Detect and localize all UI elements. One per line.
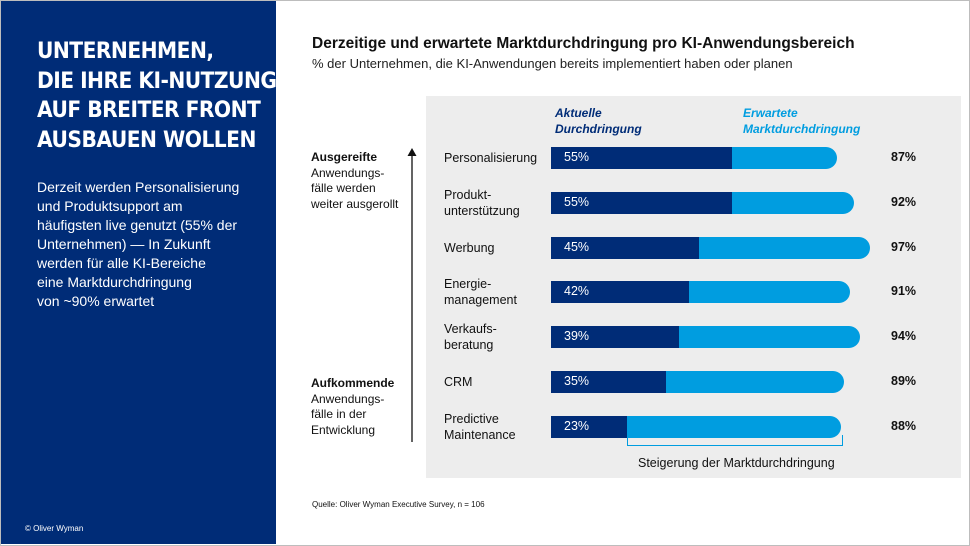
current-bar bbox=[551, 191, 732, 214]
category-label: Predictive Maintenance bbox=[444, 411, 516, 443]
expected-bar: 55% bbox=[551, 191, 854, 214]
expected-value-label: 89% bbox=[891, 374, 917, 388]
current-bar bbox=[551, 236, 700, 259]
legend-current-line: Durchdringung bbox=[555, 122, 642, 136]
current-value-label: 55% bbox=[564, 194, 590, 209]
source-note: Quelle: Oliver Wyman Executive Survey, n… bbox=[312, 500, 485, 509]
increase-bracket-label: Steigerung der Marktdurchdringung bbox=[638, 456, 835, 470]
summary-text: Derzeit werden Personalisierung und Prod… bbox=[37, 178, 269, 311]
category-label: Produkt-unterstützung bbox=[444, 187, 520, 219]
category-label: Energie-management bbox=[444, 276, 517, 308]
summary-line: Unternehmen) — In Zukunft bbox=[37, 236, 211, 252]
summary-line: Derzeit werden Personalisierung bbox=[37, 179, 240, 195]
annotation-mature-line: fälle werden bbox=[311, 181, 376, 195]
chart-title: Derzeitige und erwartete Marktdurchdring… bbox=[312, 35, 855, 52]
legend-current-line: Aktuelle bbox=[555, 106, 602, 120]
headline: UNTERNEHMEN, DIE IHRE KI-NUTZUNG AUF BRE… bbox=[37, 37, 277, 155]
category-label-line: Werbung bbox=[444, 240, 495, 255]
increase-bracket bbox=[626, 435, 843, 446]
summary-line: häufigsten live genutzt (55% der bbox=[37, 217, 238, 233]
expected-value-label: 87% bbox=[891, 150, 917, 164]
category-label-line: unterstützung bbox=[444, 203, 520, 218]
headline-line: UNTERNEHMEN, bbox=[37, 38, 214, 64]
headline-line: AUSBAUEN WOLLEN bbox=[37, 126, 256, 153]
legend-expected: Erwartete Marktdurchdringung bbox=[743, 105, 860, 137]
current-value-label: 45% bbox=[564, 239, 590, 254]
expected-bar: 39% bbox=[551, 326, 861, 349]
current-value-label: 55% bbox=[564, 150, 590, 164]
current-value-label: 23% bbox=[564, 418, 590, 433]
current-bar bbox=[551, 415, 627, 438]
category-label-line: Predictive bbox=[444, 411, 499, 426]
summary-line: eine Marktdurchdringung bbox=[37, 274, 192, 290]
current-bar bbox=[551, 281, 690, 304]
current-value-label: 39% bbox=[564, 329, 590, 344]
category-label-line: Personalisierung bbox=[444, 151, 538, 165]
category-label-line: Maintenance bbox=[444, 427, 516, 442]
summary-line: von ~90% erwartet bbox=[37, 293, 155, 309]
chart-subtitle: % der Unternehmen, die KI-Anwendungen be… bbox=[312, 56, 793, 71]
current-bar bbox=[551, 326, 680, 349]
current-bar bbox=[551, 371, 667, 393]
annotation-emerging-line: Entwicklung bbox=[311, 422, 376, 437]
legend-current: Aktuelle Durchdringung bbox=[555, 105, 642, 137]
current-bar bbox=[551, 147, 732, 169]
annotation-mature-line: Anwendungs- bbox=[311, 165, 385, 180]
legend-expected-line: Erwartete bbox=[743, 106, 798, 120]
annotation-emerging-heading: Aufkommende bbox=[311, 376, 395, 390]
annotation-emerging: Aufkommende Anwendungs- fälle in der Ent… bbox=[311, 376, 394, 438]
annotation-emerging-line: Anwendungs- bbox=[311, 391, 385, 406]
current-value-label: 35% bbox=[564, 374, 590, 388]
annotation-mature-heading: Ausgereifte bbox=[311, 150, 378, 164]
category-label: CRM bbox=[444, 374, 472, 390]
category-label: Verkaufs-beratung bbox=[444, 321, 497, 353]
expected-value-label: 97% bbox=[891, 239, 917, 254]
headline-line: AUF BREITER FRONT bbox=[37, 97, 261, 123]
expected-bar: 35% bbox=[551, 371, 844, 393]
expected-bar: 45% bbox=[551, 236, 871, 259]
copyright: © Oliver Wyman bbox=[25, 524, 84, 533]
annotation-emerging-line: fälle in der bbox=[311, 407, 367, 421]
expected-bar: 42% bbox=[551, 281, 851, 304]
summary-line: werden für alle KI-Bereiche bbox=[37, 255, 206, 271]
expected-value-label: 94% bbox=[891, 329, 917, 344]
summary-line: und Produktsupport am bbox=[37, 198, 183, 214]
category-label-line: Produkt- bbox=[444, 187, 492, 202]
expected-value-label: 91% bbox=[891, 284, 917, 299]
expected-value-label: 92% bbox=[891, 194, 917, 209]
current-value-label: 42% bbox=[564, 284, 590, 299]
category-label-line: management bbox=[444, 293, 517, 308]
category-label-line: CRM bbox=[444, 375, 473, 389]
expected-bar: 23% bbox=[551, 415, 841, 438]
expected-value-label: 88% bbox=[891, 418, 917, 433]
expected-bar: 55% bbox=[551, 147, 838, 169]
headline-line: DIE IHRE KI-NUTZUNG bbox=[37, 67, 277, 94]
category-label-line: Verkaufs- bbox=[444, 322, 497, 337]
annotation-mature: Ausgereifte Anwendungs- fälle werden wei… bbox=[311, 150, 398, 212]
category-label: Personalisierung bbox=[444, 150, 537, 166]
category-label-line: Energie- bbox=[444, 277, 492, 292]
annotation-mature-line: weiter ausgerollt bbox=[311, 196, 399, 211]
category-label: Werbung bbox=[444, 240, 495, 256]
left-panel: UNTERNEHMEN, DIE IHRE KI-NUTZUNG AUF BRE… bbox=[1, 1, 277, 544]
category-label-line: beratung bbox=[444, 338, 494, 353]
maturity-arrow-icon bbox=[407, 148, 417, 442]
legend-expected-line: Marktdurchdringung bbox=[743, 122, 861, 136]
